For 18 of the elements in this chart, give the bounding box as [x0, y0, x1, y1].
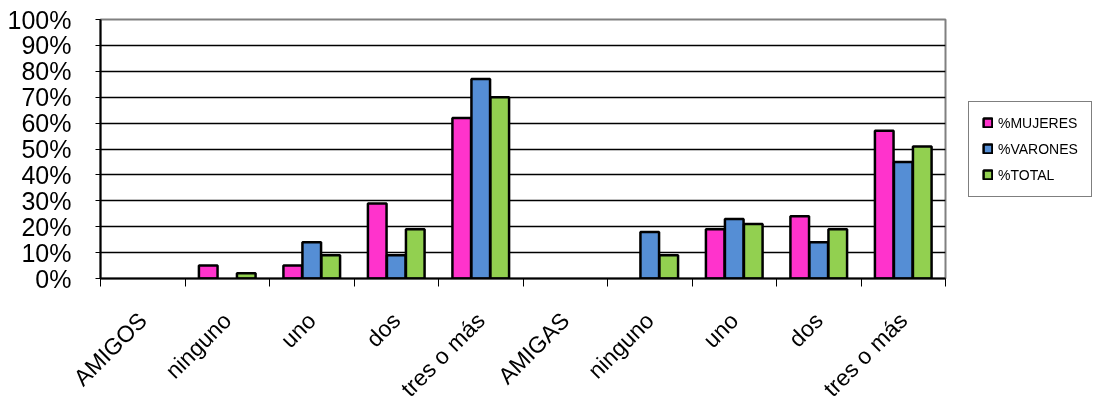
y-tick-label: 70%	[21, 83, 72, 112]
legend-label: %MUJERES	[998, 114, 1078, 131]
y-tick-label: 100%	[7, 5, 72, 34]
x-tick-label: uno	[275, 307, 321, 353]
y-tick-label: 50%	[21, 135, 72, 163]
x-tick-label: uno	[697, 307, 744, 353]
y-tick-label: 30%	[21, 186, 72, 215]
x-tick-label: dos	[783, 307, 828, 352]
y-tick-label: 0%	[35, 264, 72, 293]
legend-label: %TOTAL	[998, 166, 1055, 183]
y-tick-label: 60%	[21, 109, 72, 138]
y-tick-label: 10%	[21, 238, 72, 267]
y-tick-label: 80%	[21, 57, 72, 86]
y-tick-label: 20%	[21, 212, 72, 241]
y-tick-label: 90%	[21, 31, 72, 60]
legend-label: %VARONES	[998, 140, 1078, 157]
x-tick-label: dos	[360, 307, 406, 352]
y-tick-label: 40%	[21, 160, 72, 189]
